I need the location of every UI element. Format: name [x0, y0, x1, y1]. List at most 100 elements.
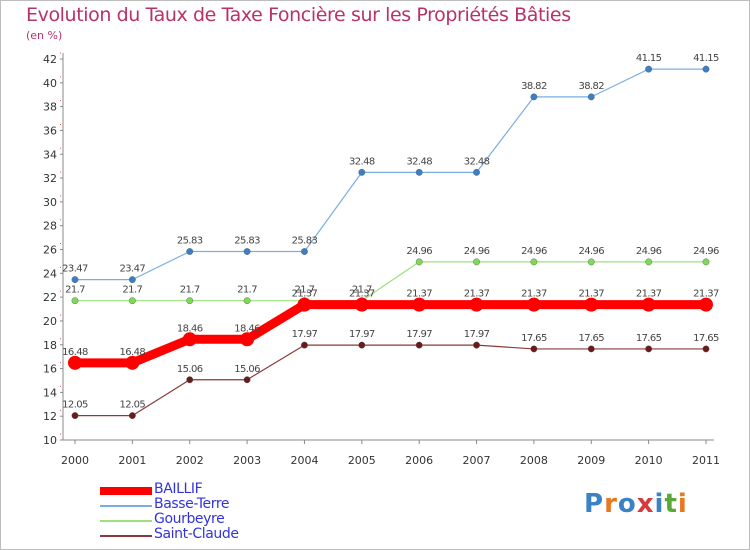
legend-label: Gourbeyre [154, 511, 225, 527]
x-tick-label: 2003 [233, 454, 261, 467]
x-tick-label: 2008 [520, 454, 548, 467]
x-tick-label: 2006 [405, 454, 433, 467]
data-point-baillif [125, 355, 140, 370]
data-label-baillif: 21.37 [292, 289, 318, 300]
legend-label: Basse-Terre [154, 496, 230, 512]
logo-letter: i [654, 489, 665, 519]
x-tick-label: 2005 [348, 454, 376, 467]
data-point-baillif [354, 297, 369, 312]
series-line-saint-claude [74, 344, 707, 417]
data-label-gourbeyre: 21.7 [122, 285, 142, 296]
data-label-baillif: 18.46 [177, 323, 203, 334]
data-label-saint-claude: 17.97 [464, 329, 490, 340]
logo-letter: x [636, 489, 655, 519]
data-label-gourbeyre: 24.96 [636, 246, 662, 257]
data-label-basse-terre: 25.83 [234, 236, 260, 247]
data-label-gourbeyre: 21.7 [65, 285, 85, 296]
series-line-basse-terre [74, 68, 707, 281]
logo-letter: i [677, 489, 688, 519]
data-point-baillif [469, 297, 484, 312]
logo-letter: r [604, 489, 618, 519]
data-point-basse-terre [243, 248, 251, 255]
data-label-saint-claude: 17.65 [693, 333, 719, 344]
data-point-basse-terre [71, 276, 79, 284]
data-label-saint-claude: 17.97 [406, 329, 432, 340]
data-point-gourbeyre [243, 297, 251, 305]
data-point-gourbeyre [473, 258, 480, 266]
data-label-baillif: 21.37 [406, 289, 432, 300]
y-tick-label: 36 [43, 124, 57, 137]
series-lines [68, 65, 713, 419]
data-point-baillif [584, 297, 599, 312]
data-point-gourbeyre [186, 297, 194, 305]
data-point-baillif [641, 297, 656, 312]
legend-swatch [100, 487, 152, 495]
data-point-gourbeyre [587, 258, 595, 266]
data-point-baillif [68, 355, 82, 370]
data-label-saint-claude: 17.97 [292, 329, 318, 340]
y-tick-label: 18 [43, 339, 57, 352]
data-label-saint-claude: 17.97 [349, 329, 375, 340]
data-point-saint-claude [301, 341, 308, 349]
unit-label: (en %) [26, 29, 63, 42]
data-point-gourbeyre [702, 258, 710, 266]
x-tick-label: 2007 [463, 454, 491, 467]
data-label-basse-terre: 41.15 [693, 53, 719, 64]
data-label-basse-terre: 23.47 [62, 264, 88, 275]
brand-logo: Proxiti [584, 489, 688, 519]
data-label-basse-terre: 25.83 [177, 236, 203, 247]
y-tick-label: 32 [43, 172, 57, 185]
data-point-basse-terre [645, 65, 653, 73]
data-label-baillif: 21.37 [464, 289, 490, 300]
y-tick-label: 14 [43, 386, 57, 399]
data-label-basse-terre: 38.82 [578, 81, 604, 92]
data-label-basse-terre: 32.48 [406, 156, 432, 167]
legend-swatch [100, 505, 152, 507]
logo-letter: t [664, 489, 678, 519]
legend-label: BAILLIF [154, 481, 203, 497]
data-label-basse-terre: 25.83 [292, 236, 318, 247]
chart-title: Evolution du Taux de Taxe Foncière sur l… [26, 4, 571, 26]
data-point-saint-claude [71, 412, 79, 419]
data-point-basse-terre [702, 65, 710, 73]
y-tick-label: 28 [43, 220, 57, 233]
data-point-basse-terre [415, 168, 423, 176]
data-label-basse-terre: 23.47 [120, 264, 146, 275]
data-label-saint-claude: 12.05 [62, 400, 88, 411]
data-point-basse-terre [530, 93, 538, 101]
data-label-basse-terre: 41.15 [636, 53, 662, 64]
data-point-basse-terre [301, 248, 308, 255]
data-point-basse-terre [186, 248, 194, 255]
data-point-saint-claude [473, 341, 480, 349]
data-label-saint-claude: 17.65 [636, 333, 662, 344]
y-tick-label: 34 [43, 148, 57, 161]
data-point-basse-terre [473, 168, 480, 176]
data-label-gourbeyre: 24.96 [693, 246, 719, 257]
data-label-baillif: 16.48 [62, 347, 88, 358]
data-point-baillif [526, 297, 541, 312]
x-tick-label: 2002 [176, 454, 204, 467]
data-point-baillif [182, 332, 197, 347]
data-point-baillif [297, 297, 312, 312]
data-point-gourbeyre [645, 258, 653, 266]
data-point-baillif [412, 297, 427, 312]
data-point-baillif [699, 297, 713, 312]
data-label-gourbeyre: 24.96 [406, 246, 432, 257]
data-label-baillif: 18.46 [234, 323, 260, 334]
y-tick-label: 30 [43, 196, 57, 209]
y-tick-label: 22 [43, 291, 57, 304]
data-label-gourbeyre: 21.7 [295, 285, 315, 296]
y-tick-label: 20 [43, 315, 57, 328]
data-point-gourbeyre [71, 297, 79, 305]
series-line-baillif [70, 300, 711, 368]
data-label-gourbeyre: 24.96 [464, 246, 490, 257]
data-label-gourbeyre: 24.96 [521, 246, 547, 257]
y-tick-label: 40 [43, 77, 57, 90]
x-tick-label: 2000 [61, 454, 89, 467]
data-label-saint-claude: 12.05 [120, 400, 146, 411]
data-label-saint-claude: 15.06 [234, 364, 260, 375]
data-label-gourbeyre: 21.7 [352, 285, 372, 296]
data-point-baillif [240, 332, 255, 347]
legend-label: Saint-Claude [154, 526, 239, 542]
